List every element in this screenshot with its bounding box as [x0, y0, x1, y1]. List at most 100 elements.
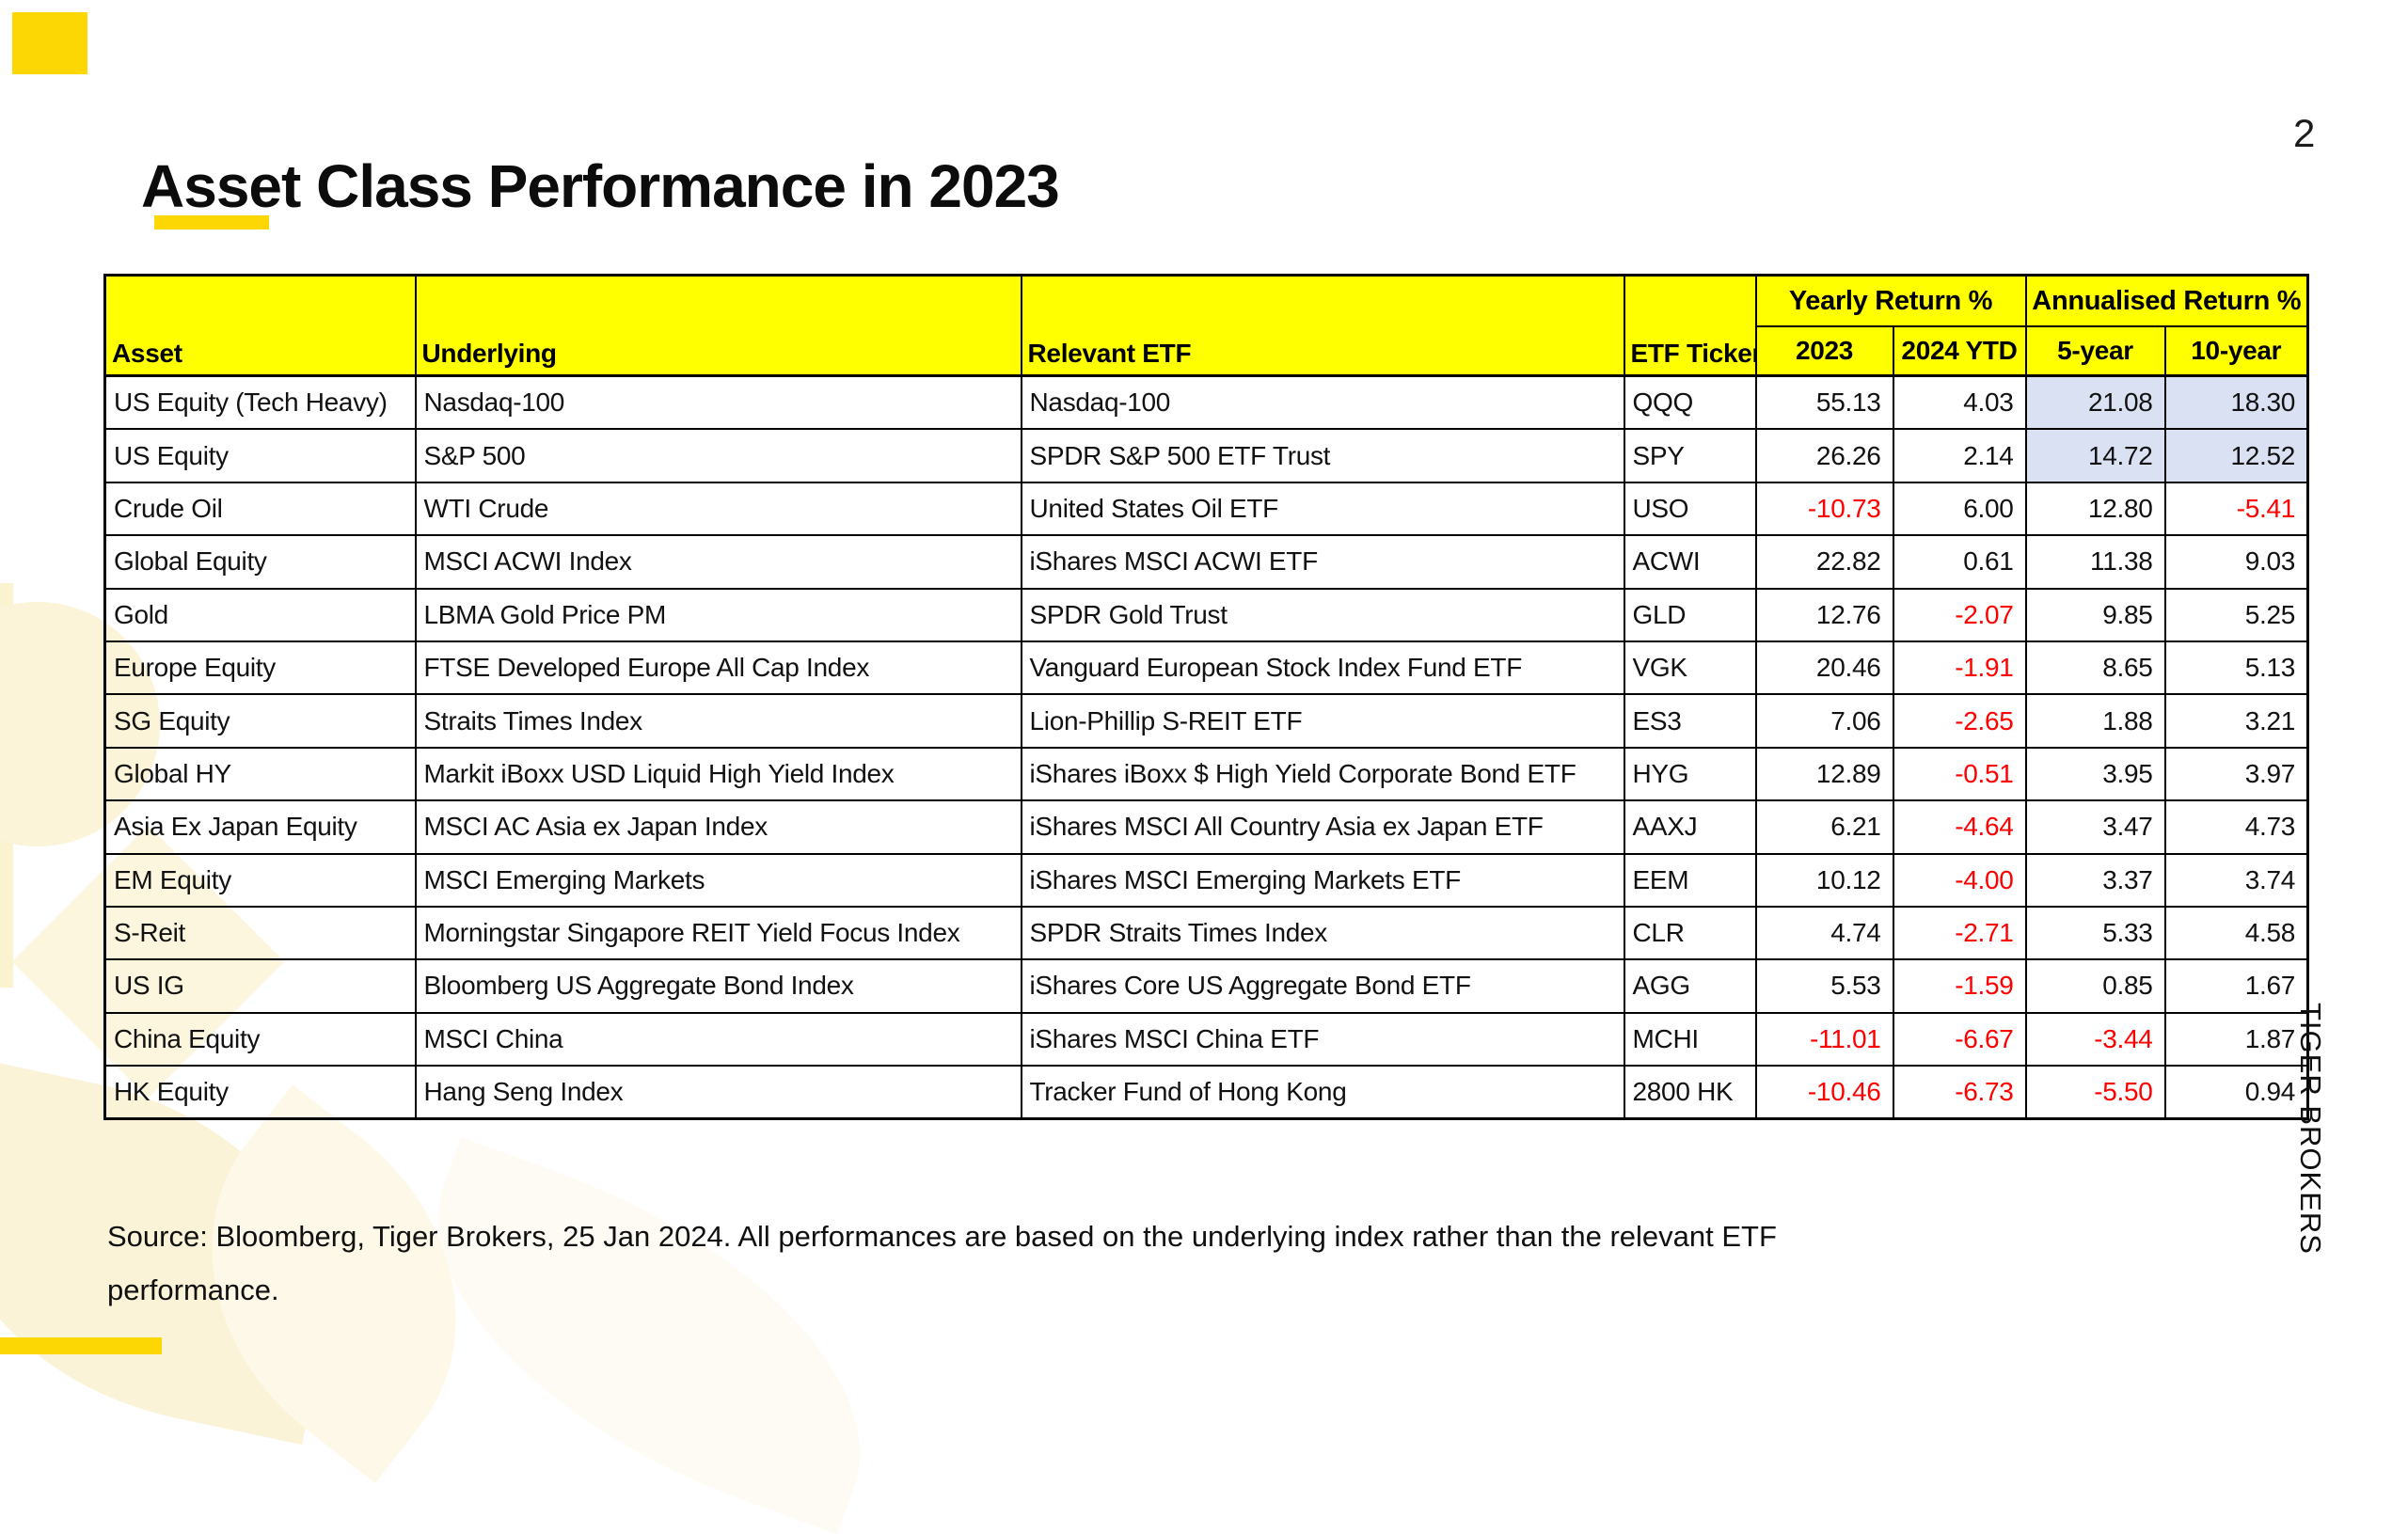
- col-group-yearly-return: Yearly Return %: [1754, 274, 2027, 327]
- cell-10-year: 4.73: [2163, 799, 2309, 855]
- cell-5-year: 14.72: [2024, 428, 2166, 483]
- cell-10-year: 3.21: [2163, 693, 2309, 749]
- cell-2023: 12.89: [1754, 746, 1894, 802]
- cell-underlying: S&P 500: [414, 428, 1022, 483]
- table-row: Global Equity MSCI ACWI Index iShares MSCI…: [103, 534, 2309, 590]
- col-group-annualised-return: Annualised Return %: [2024, 274, 2309, 327]
- cell-underlying: MSCI AC Asia ex Japan Index: [414, 799, 1022, 855]
- col-header-2023: 2023: [1754, 325, 1894, 377]
- col-header-etf-ticker: ETF Ticker: [1623, 274, 1757, 377]
- col-header-5-year: 5-year: [2024, 325, 2166, 377]
- cell-2024-ytd: 2.14: [1892, 428, 2027, 483]
- table-row: US IG Bloomberg US Aggregate Bond Index iS…: [103, 958, 2309, 1014]
- cell-underlying: Straits Times Index: [414, 693, 1022, 749]
- cell-asset: HK Equity: [103, 1065, 417, 1120]
- cell-relevant-etf: United States Oil ETF: [1020, 481, 1625, 537]
- cell-2024-ytd: -4.64: [1892, 799, 2027, 855]
- cell-etf-ticker: AGG: [1623, 958, 1757, 1014]
- cell-etf-ticker: HYG: [1623, 746, 1757, 802]
- col-header-10-year: 10-year: [2163, 325, 2309, 377]
- cell-2023: 7.06: [1754, 693, 1894, 749]
- cell-asset: Gold: [103, 587, 417, 642]
- cell-2023: 6.21: [1754, 799, 1894, 855]
- cell-2023: 4.74: [1754, 905, 1894, 961]
- cell-10-year: 18.30: [2163, 374, 2309, 431]
- cell-2024-ytd: -2.07: [1892, 587, 2027, 642]
- table-row: Global HY Markit iBoxx USD Liquid High Yi…: [103, 746, 2309, 802]
- col-header-underlying: Underlying: [414, 274, 1022, 377]
- cell-2024-ytd: -1.91: [1892, 640, 2027, 696]
- cell-underlying: Markit iBoxx USD Liquid High Yield Index: [414, 746, 1022, 802]
- cell-underlying: Bloomberg US Aggregate Bond Index: [414, 958, 1022, 1014]
- cell-underlying: LBMA Gold Price PM: [414, 587, 1022, 642]
- cell-relevant-etf: iShares MSCI Emerging Markets ETF: [1020, 852, 1625, 908]
- cell-2023: 10.12: [1754, 852, 1894, 908]
- cell-etf-ticker: SPY: [1623, 428, 1757, 483]
- cell-underlying: WTI Crude: [414, 481, 1022, 537]
- cell-relevant-etf: SPDR S&P 500 ETF Trust: [1020, 428, 1625, 483]
- cell-asset: US Equity: [103, 428, 417, 483]
- table-row: S-Reit Morningstar Singapore REIT Yield F…: [103, 905, 2309, 961]
- cell-relevant-etf: iShares iBoxx $ High Yield Corporate Bon…: [1020, 746, 1625, 802]
- brand-vertical-text: TIGER BROKERS: [2294, 1003, 2327, 1255]
- cell-relevant-etf: iShares MSCI All Country Asia ex Japan E…: [1020, 799, 1625, 855]
- cell-asset: Global HY: [103, 746, 417, 802]
- table-row: Asia Ex Japan Equity MSCI AC Asia ex Japa…: [103, 799, 2309, 855]
- table-row: SG Equity Straits Times Index Lion-Phillip…: [103, 693, 2309, 749]
- cell-2023: 22.82: [1754, 534, 1894, 590]
- title-underline-accent: [154, 215, 269, 229]
- cell-5-year: 0.85: [2024, 958, 2166, 1014]
- cell-2024-ytd: -4.00: [1892, 852, 2027, 908]
- cell-underlying: FTSE Developed Europe All Cap Index: [414, 640, 1022, 696]
- cell-relevant-etf: Lion-Phillip S-REIT ETF: [1020, 693, 1625, 749]
- cell-10-year: -5.41: [2163, 481, 2309, 537]
- cell-relevant-etf: Nasdaq-100: [1020, 374, 1625, 431]
- cell-asset: Crude Oil: [103, 481, 417, 537]
- cell-2023: -11.01: [1754, 1011, 1894, 1067]
- cell-10-year: 5.25: [2163, 587, 2309, 642]
- cell-2023: 12.76: [1754, 587, 1894, 642]
- cell-asset: Global Equity: [103, 534, 417, 590]
- cell-etf-ticker: ES3: [1623, 693, 1757, 749]
- cell-5-year: 3.95: [2024, 746, 2166, 802]
- cell-5-year: 3.47: [2024, 799, 2166, 855]
- cell-5-year: 11.38: [2024, 534, 2166, 590]
- cell-etf-ticker: MCHI: [1623, 1011, 1757, 1067]
- table-row: HK Equity Hang Seng Index Tracker Fund of …: [103, 1065, 2309, 1120]
- background-leaf-shape: [377, 1136, 921, 1534]
- cell-relevant-etf: iShares Core US Aggregate Bond ETF: [1020, 958, 1625, 1014]
- cell-asset: S-Reit: [103, 905, 417, 961]
- source-note: Source: Bloomberg, Tiger Brokers, 25 Jan…: [107, 1220, 1777, 1306]
- cell-underlying: MSCI China: [414, 1011, 1022, 1067]
- cell-2023: 5.53: [1754, 958, 1894, 1014]
- cell-asset: Asia Ex Japan Equity: [103, 799, 417, 855]
- page-title: Asset Class Performance in 2023: [141, 151, 1060, 220]
- cell-5-year: 3.37: [2024, 852, 2166, 908]
- col-header-2024-ytd: 2024 YTD: [1892, 325, 2027, 377]
- cell-5-year: -3.44: [2024, 1011, 2166, 1067]
- cell-asset: China Equity: [103, 1011, 417, 1067]
- cell-2024-ytd: -6.67: [1892, 1011, 2027, 1067]
- table-row: US Equity S&P 500 SPDR S&P 500 ETF Trust SP…: [103, 428, 2309, 483]
- cell-relevant-etf: iShares MSCI China ETF: [1020, 1011, 1625, 1067]
- cell-2024-ytd: -6.73: [1892, 1065, 2027, 1120]
- cell-10-year: 3.74: [2163, 852, 2309, 908]
- cell-relevant-etf: Vanguard European Stock Index Fund ETF: [1020, 640, 1625, 696]
- cell-etf-ticker: QQQ: [1623, 374, 1757, 431]
- table-row: China Equity MSCI China iShares MSCI China…: [103, 1011, 2309, 1067]
- cell-5-year: 1.88: [2024, 693, 2166, 749]
- table-row: EM Equity MSCI Emerging Markets iShares MS…: [103, 852, 2309, 908]
- bottom-edge-accent-bar: [0, 1337, 162, 1354]
- cell-10-year: 0.94: [2163, 1065, 2309, 1120]
- cell-etf-ticker: GLD: [1623, 587, 1757, 642]
- cell-underlying: Morningstar Singapore REIT Yield Focus I…: [414, 905, 1022, 961]
- cell-etf-ticker: ACWI: [1623, 534, 1757, 590]
- table-row: Gold LBMA Gold Price PM SPDR Gold Trust GLD…: [103, 587, 2309, 642]
- cell-2023: -10.46: [1754, 1065, 1894, 1120]
- cell-etf-ticker: VGK: [1623, 640, 1757, 696]
- cell-2024-ytd: -2.65: [1892, 693, 2027, 749]
- cell-2024-ytd: 0.61: [1892, 534, 2027, 590]
- performance-table: Asset Underlying Relevant ETF ETF Ticker…: [103, 274, 2310, 1121]
- cell-5-year: -5.50: [2024, 1065, 2166, 1120]
- cell-5-year: 9.85: [2024, 587, 2166, 642]
